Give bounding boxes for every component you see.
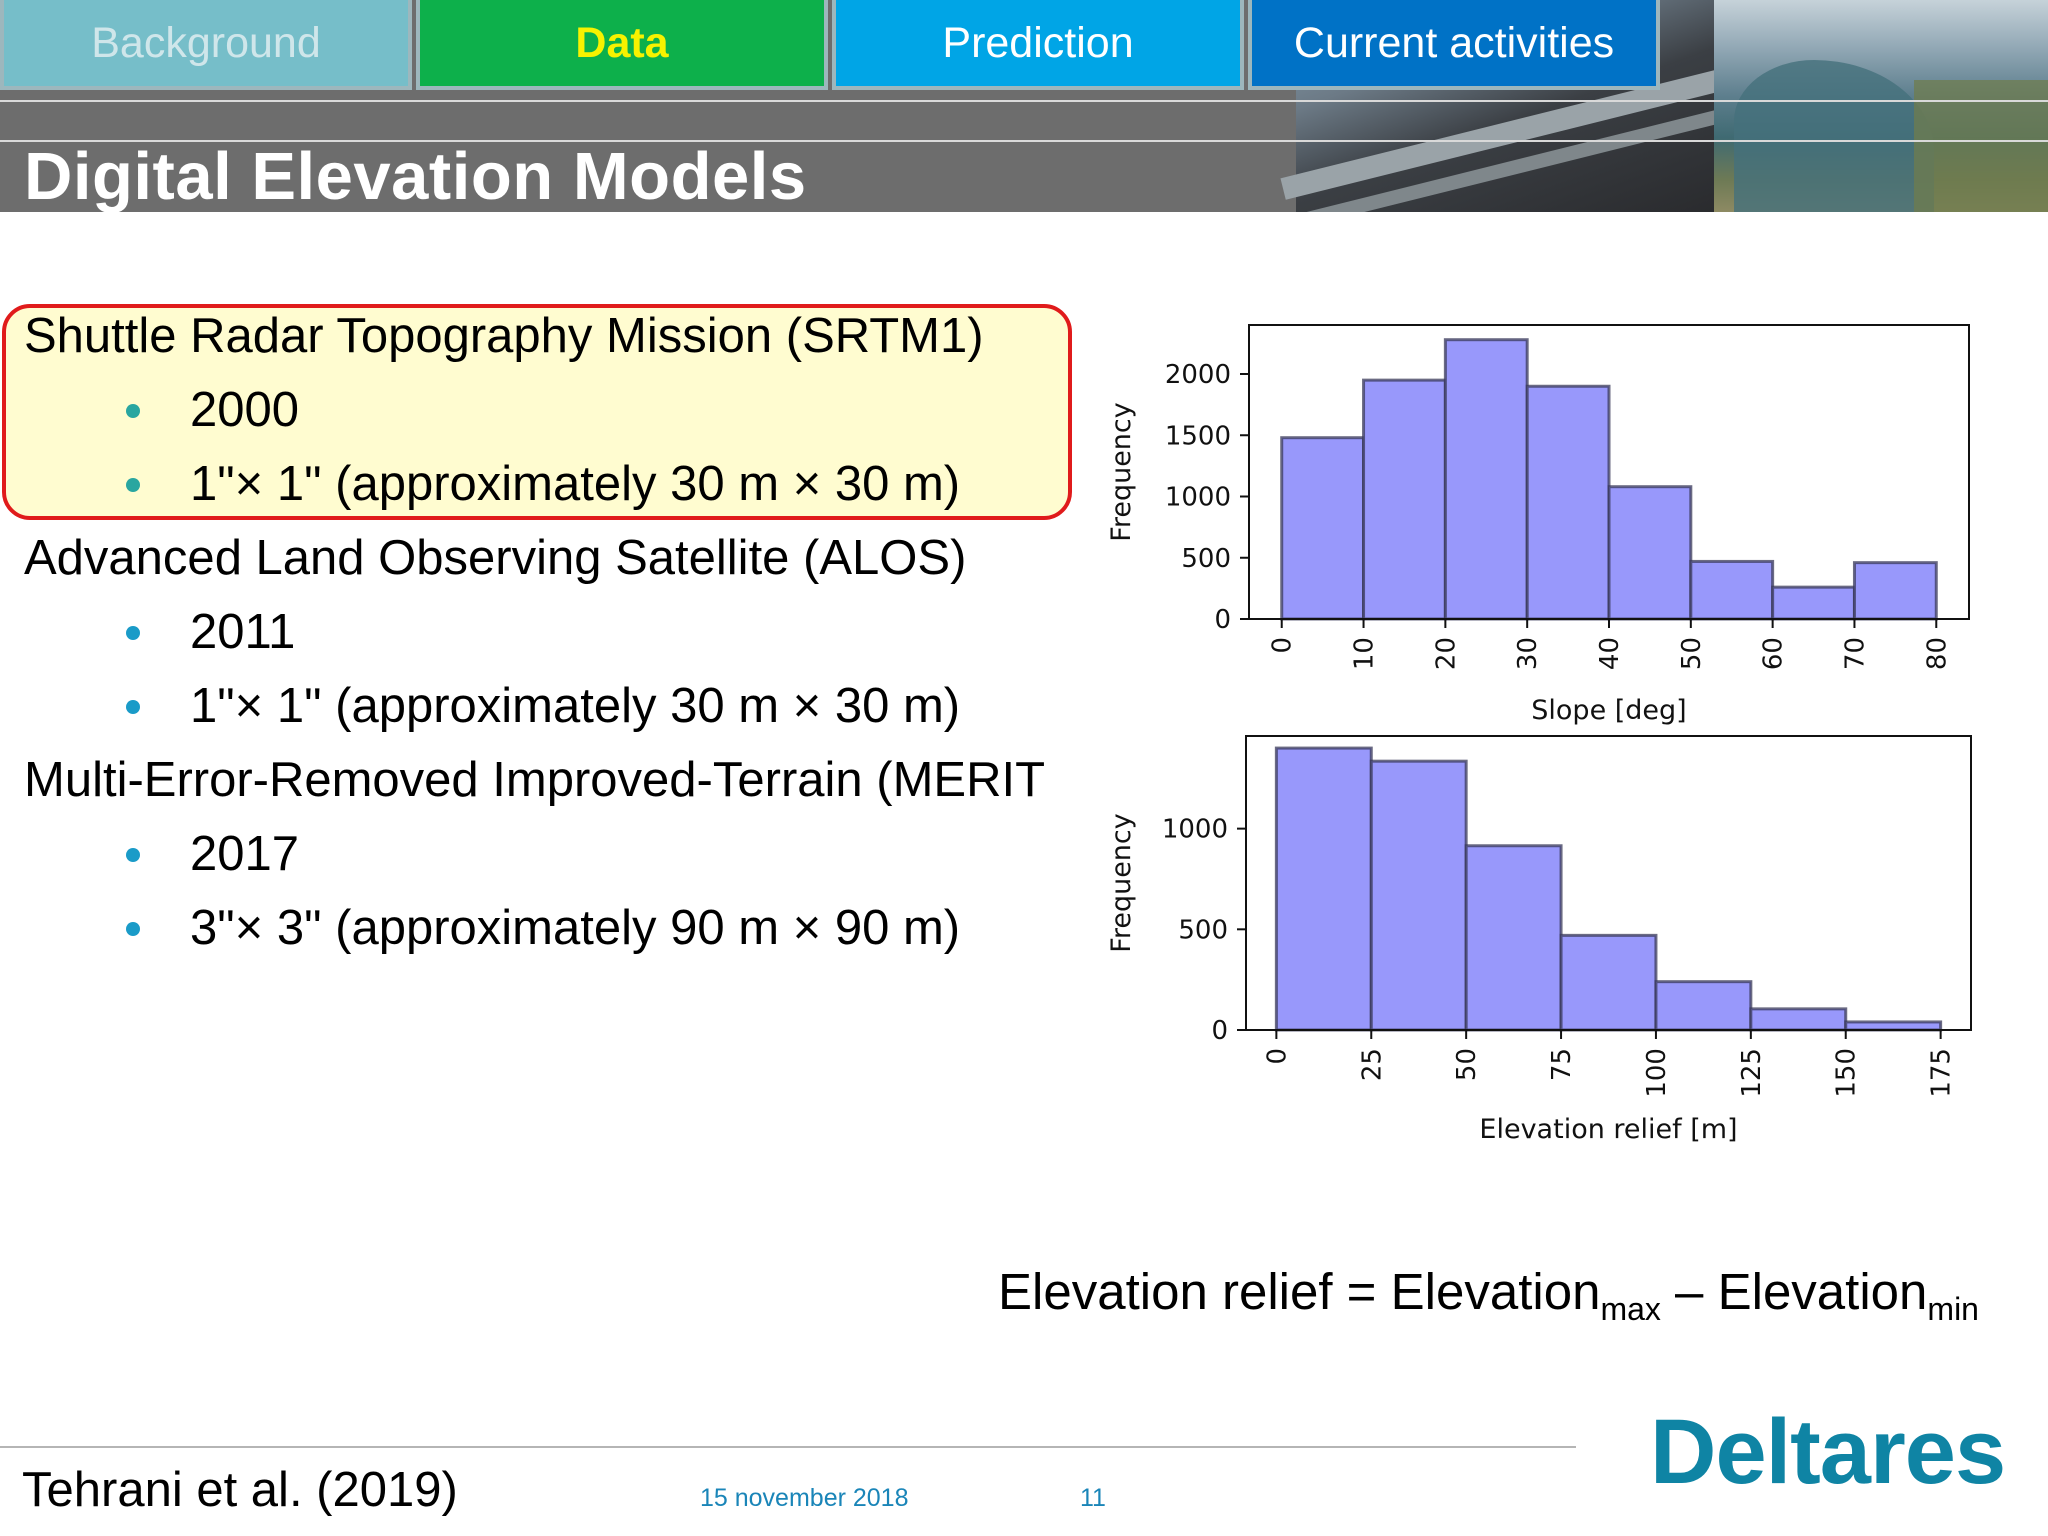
histogram-bar [1689,559,1775,621]
plot-frame [1245,735,1972,1031]
x-tick-label: 0 [1268,637,1298,654]
y-tick-label: 1000 [1162,815,1228,845]
bullet-icon [126,922,140,936]
reference-citation: Tehrani et al. (2019) [22,1463,458,1517]
y-axis-label: Frequency [1106,813,1137,953]
tab-prediction[interactable]: Prediction [832,0,1244,90]
bullet-icon [126,626,140,640]
histogram-bar [1369,759,1468,1032]
footer-divider [0,1446,1576,1448]
y-axis-label: Frequency [1106,402,1137,542]
histogram-elevation-relief: 0 500 1000 0 25 50 75 100 125 150 175 Elevation rel… [1106,735,1972,1145]
x-tick-label: 30 [1513,637,1543,670]
x-axis-label: Slope [deg] [1531,695,1686,726]
merit-name-clip: Multi-Error-Removed Improved-Terrain (ME… [0,740,1100,820]
x-tick-label: 80 [1922,637,1952,670]
x-tick-label: 150 [1832,1048,1862,1098]
tab-background[interactable]: Background [0,0,412,90]
page-title: Digital Elevation Models [24,139,807,212]
x-tick-label: 60 [1759,637,1789,670]
histogram-bar [1852,561,1938,621]
srtm-highlight-box [2,304,1072,520]
histogram-bar [1464,844,1563,1032]
x-tick-label: 50 [1677,637,1707,670]
formula-mid: – Elevation [1660,1263,1928,1320]
header-divider-line [0,100,2048,102]
x-tick-label: 175 [1927,1048,1957,1098]
formula-max-subscript: max [1600,1291,1661,1328]
histogram-bar [1771,585,1856,621]
page-number: 11 [1080,1484,1106,1512]
bullet-icon [126,848,140,862]
deltares-logo: Deltares [1650,1401,2006,1503]
dataset-resolution-srtm: 1"× 1" (approximately 30 m × 30 m) [190,457,961,511]
tab-data[interactable]: Data [416,0,828,90]
river-aerial-photo [1714,0,2048,212]
x-tick-label: 20 [1431,637,1461,670]
x-axis-label: Elevation relief [m] [1479,1114,1737,1145]
y-tick-label: 0 [1211,1016,1228,1046]
y-tick-label: 0 [1214,605,1231,635]
histogram-bar [1559,933,1658,1032]
dataset-year-alos: 2011 [190,605,296,659]
histogram-bar [1749,1007,1848,1032]
histogram-bar [1443,338,1529,621]
x-tick-label: 25 [1357,1048,1387,1081]
formula-lhs: Elevation relief = Elevation [998,1263,1601,1320]
x-tick-label: 125 [1737,1048,1767,1098]
histogram-bar [1607,485,1693,621]
histogram-bar [1654,980,1753,1032]
slide-date: 15 november 2018 [700,1484,909,1512]
bullet-icon [126,700,140,714]
elevation-relief-formula: Elevation relief = Elevationmax – Elevat… [998,1262,1979,1328]
section-tabs: Background Data Prediction Current activ… [0,0,1664,98]
y-tick-label: 500 [1178,915,1228,945]
histogram-bar [1525,384,1611,621]
y-tick-label: 1500 [1165,421,1231,451]
bullet-icon [126,478,140,492]
x-tick-label: 0 [1262,1048,1292,1065]
histogram-bar [1362,378,1447,621]
histogram-bar [1274,746,1373,1032]
y-tick-label: 500 [1181,544,1231,574]
x-tick-label: 50 [1452,1048,1482,1081]
formula-min-subscript: min [1927,1291,1979,1328]
x-tick-label: 40 [1595,637,1625,670]
x-tick-label: 75 [1547,1048,1577,1081]
x-tick-label: 70 [1840,637,1870,670]
dataset-name-merit: Multi-Error-Removed Improved-Terrain (ME… [24,753,1046,807]
dataset-name-alos: Advanced Land Observing Satellite (ALOS) [24,531,967,585]
histogram-bar [1844,1020,1943,1032]
header-divider-line [0,140,2048,142]
x-tick-label: 10 [1350,637,1380,670]
bullet-icon [126,404,140,418]
dataset-year-merit: 2017 [190,827,300,881]
y-tick-label: 1000 [1165,483,1231,513]
histogram-slope: 0 500 1000 1500 2000 0 10 20 30 40 50 60 70 80 Slope [… [1106,324,1970,726]
header-banner: Background Data Prediction Current activ… [0,0,2048,212]
x-tick-label: 100 [1642,1048,1672,1098]
dataset-resolution-alos: 1"× 1" (approximately 30 m × 30 m) [190,679,961,733]
histogram-bar [1280,436,1366,621]
y-tick-label: 2000 [1165,360,1231,390]
tab-current-activities[interactable]: Current activities [1248,0,1660,90]
dataset-name-srtm: Shuttle Radar Topography Mission (SRTM1) [24,309,984,363]
dataset-resolution-merit: 3"× 3" (approximately 90 m × 90 m) [190,901,961,955]
dataset-year-srtm: 2000 [190,383,300,437]
